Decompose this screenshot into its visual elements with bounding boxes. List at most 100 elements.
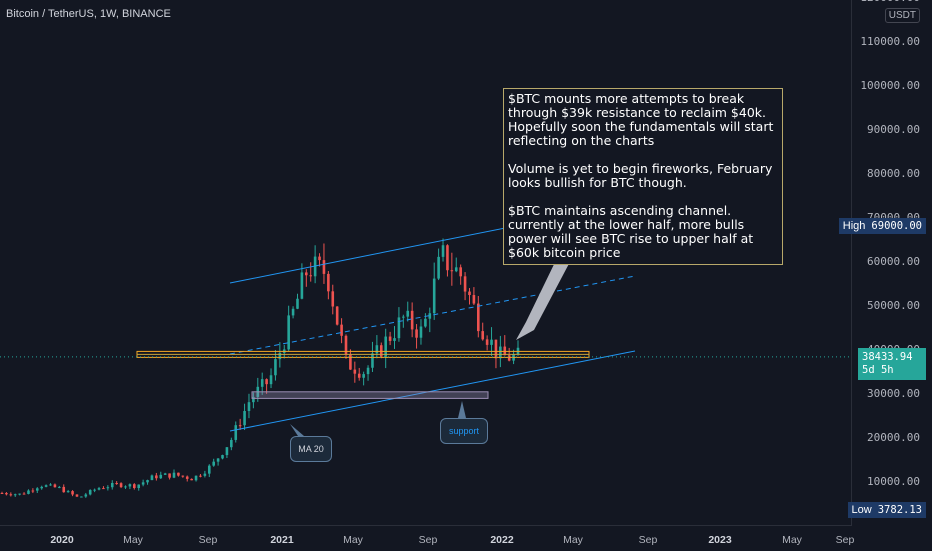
candle-body — [177, 472, 180, 476]
candle-body — [190, 478, 193, 481]
candle-body — [159, 474, 163, 479]
high-badge: High 69000.00 — [838, 218, 926, 234]
price-axis[interactable]: 120000.00 110000.00 100000.00 90000.00 80000… — [851, 0, 932, 525]
high-value: 69000.00 — [871, 220, 922, 232]
candle-body — [18, 493, 21, 495]
price-chart[interactable] — [0, 0, 852, 525]
candle-series — [0, 238, 520, 498]
time-tick-label: May — [563, 534, 583, 546]
time-axis[interactable]: 2020 May Sep 2021 May Sep 2022 May Sep 2023 May Sep — [0, 525, 855, 551]
candle-body — [393, 338, 396, 341]
candle-body — [0, 493, 4, 494]
time-tick-label: Sep — [835, 534, 855, 546]
candle-body — [97, 488, 101, 490]
candle-body — [238, 425, 242, 427]
price-tick-label: 50000.00 — [867, 299, 920, 312]
candle-body — [424, 318, 427, 327]
candle-body — [428, 313, 432, 319]
low-badge: Low 3782.13 — [847, 502, 926, 518]
candle-body — [110, 482, 114, 488]
time-tick-label: 2020 — [50, 534, 74, 546]
candle-body — [5, 493, 8, 495]
candle-body — [221, 455, 224, 459]
time-tick-label: Sep — [638, 534, 658, 546]
candle-body — [185, 476, 189, 479]
candle-body — [441, 245, 445, 257]
candle-body — [102, 488, 105, 490]
candle-body — [274, 359, 277, 376]
candle-body — [296, 298, 299, 309]
pointer-arrow — [516, 252, 572, 340]
candle-body — [432, 278, 436, 314]
time-tick-label: 2021 — [270, 534, 294, 546]
ma-callout-pointer — [290, 424, 304, 436]
price-tick-label: 120000.00 — [860, 0, 920, 4]
candle-body — [172, 472, 176, 478]
analysis-note[interactable]: $BTC mounts more attempts to break throu… — [503, 88, 783, 265]
price-tick-label: 100000.00 — [860, 79, 920, 92]
candle-body — [243, 411, 246, 426]
candle-body — [362, 374, 365, 378]
candle-body — [353, 369, 357, 374]
candle-body — [150, 475, 154, 481]
candle-body — [203, 473, 207, 476]
candle-body — [137, 484, 141, 489]
candle-body — [247, 402, 251, 412]
candle-body — [128, 484, 132, 487]
time-tick-label: Sep — [418, 534, 438, 546]
candle-body — [194, 475, 198, 481]
candle-body — [181, 475, 185, 477]
candle-body — [212, 461, 215, 466]
candle-body — [216, 458, 220, 462]
price-tick-label: 30000.00 — [867, 387, 920, 400]
candle-body — [446, 245, 449, 271]
support-zone — [251, 391, 489, 399]
candle-body — [305, 272, 308, 276]
support-callout[interactable]: support — [440, 418, 488, 444]
time-tick-label: 2022 — [490, 534, 514, 546]
price-tick-label: 10000.00 — [867, 475, 920, 488]
note-paragraph-2: Volume is yet to begin fireworks, Februa… — [508, 161, 773, 190]
candle-body — [402, 316, 405, 318]
candle-body — [463, 276, 467, 292]
ma20-callout[interactable]: MA 20 — [290, 436, 332, 462]
candle-body — [49, 484, 52, 486]
candle-body — [410, 310, 414, 330]
candle-body — [71, 491, 74, 495]
candle-body — [384, 336, 387, 357]
candle-body — [62, 486, 66, 493]
candle-body — [234, 425, 238, 440]
candle-body — [66, 491, 70, 493]
support-callout-pointer — [458, 401, 466, 418]
symbol-title[interactable]: Bitcoin / TetherUS, 1W, BINANCE — [6, 8, 171, 20]
candle-body — [459, 267, 462, 277]
candle-body — [454, 267, 458, 272]
candle-body — [146, 480, 149, 483]
price-tick-label: 60000.00 — [867, 255, 920, 268]
current-price-badge: 38433.94 5d 5h — [858, 348, 926, 380]
candle-body — [437, 256, 440, 279]
candle-body — [35, 488, 39, 491]
candle-body — [225, 447, 229, 456]
candle-body — [93, 489, 96, 491]
candle-body — [40, 486, 43, 489]
currency-tag[interactable]: USDT — [884, 8, 920, 23]
candle-body — [13, 494, 17, 496]
candle-body — [450, 270, 454, 272]
channel-mid-line — [229, 275, 636, 355]
candle-body — [115, 482, 118, 484]
candle-body — [119, 483, 123, 488]
candle-body — [124, 486, 127, 488]
time-tick-label: May — [123, 534, 143, 546]
candle-body — [88, 490, 92, 495]
note-paragraph-1: $BTC mounts more attempts to break throu… — [508, 91, 774, 148]
candle-body — [9, 494, 13, 496]
note-paragraph-3: $BTC maintains ascending channel. curren… — [508, 203, 754, 260]
candle-body — [260, 379, 264, 387]
candle-body — [287, 315, 290, 350]
candle-body — [349, 353, 352, 370]
candle-body — [22, 493, 26, 495]
candle-body — [53, 484, 57, 488]
candle-body — [141, 482, 145, 485]
candle-body — [344, 335, 348, 354]
